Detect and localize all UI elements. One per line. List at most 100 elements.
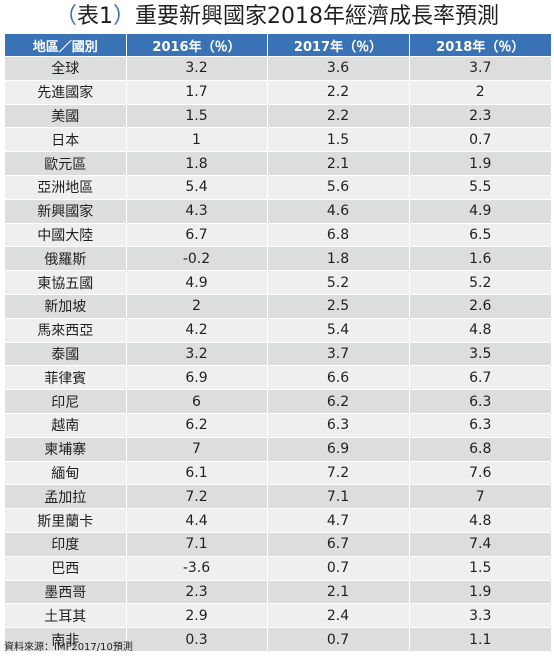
region-cell: 新加坡 bbox=[5, 293, 126, 319]
value-2017-cell: 4.6 bbox=[266, 198, 409, 224]
value-2017-cell: 7.2 bbox=[266, 460, 409, 485]
table-row: 土耳其 2.9 2.4 3.3 bbox=[5, 603, 551, 628]
value-2018-cell: 2 bbox=[408, 79, 551, 105]
region-cell: 美國 bbox=[5, 103, 126, 128]
region-cell: 印度 bbox=[5, 531, 126, 557]
value-2017-cell: 6.3 bbox=[266, 412, 409, 438]
value-2018-cell: 6.3 bbox=[408, 412, 551, 438]
value-2017-cell: 7.1 bbox=[266, 484, 409, 509]
value-2017-cell: 2.5 bbox=[266, 293, 409, 319]
table-row: 斯里蘭卡 4.4 4.7 4.8 bbox=[5, 508, 551, 533]
value-2016-cell: 1.7 bbox=[125, 79, 267, 105]
value-2018-cell: 3.3 bbox=[408, 603, 551, 628]
value-2017-cell: 5.6 bbox=[266, 174, 409, 200]
region-cell: 先進國家 bbox=[5, 79, 126, 105]
value-2016-cell: 4.2 bbox=[125, 317, 267, 343]
value-2016-cell: 1.8 bbox=[125, 151, 267, 176]
value-2016-cell: 6 bbox=[125, 389, 267, 414]
region-cell: 馬來西亞 bbox=[5, 317, 126, 343]
value-2018-cell: 0.7 bbox=[408, 127, 551, 152]
region-cell: 巴西 bbox=[5, 555, 126, 581]
table-row: 泰國 3.2 3.7 3.5 bbox=[5, 341, 551, 366]
value-2017-cell: 2.2 bbox=[266, 79, 409, 105]
region-cell: 新興國家 bbox=[5, 198, 126, 224]
value-2016-cell: 2.3 bbox=[125, 579, 267, 604]
value-2018-cell: 6.8 bbox=[408, 436, 551, 462]
region-cell: 墨西哥 bbox=[5, 579, 126, 604]
value-2016-cell: 3.2 bbox=[125, 341, 267, 366]
value-2018-cell: 5.2 bbox=[408, 270, 551, 295]
value-2018-cell: 2.6 bbox=[408, 293, 551, 319]
table-title: （表1）重要新興國家2018年經濟成長率預測 bbox=[0, 0, 554, 34]
value-2017-cell: 5.2 bbox=[266, 270, 409, 295]
value-2017-cell: 4.7 bbox=[266, 508, 409, 533]
value-2016-cell: 2.9 bbox=[125, 603, 267, 628]
value-2018-cell: 2.3 bbox=[408, 103, 551, 128]
region-cell: 印尼 bbox=[5, 389, 126, 414]
value-2017-cell: 3.7 bbox=[266, 341, 409, 366]
value-2016-cell: 4.3 bbox=[125, 198, 267, 224]
value-2018-cell: 7.4 bbox=[408, 531, 551, 557]
value-2016-cell: 6.9 bbox=[125, 365, 267, 390]
value-2017-cell: 2.2 bbox=[266, 103, 409, 128]
header-2016: 2016年（％） bbox=[125, 34, 267, 57]
value-2018-cell: 6.7 bbox=[408, 365, 551, 390]
table-row: 東協五國 4.9 5.2 5.2 bbox=[5, 270, 551, 295]
title-label: 表1 bbox=[77, 4, 113, 29]
value-2017-cell: 6.2 bbox=[266, 389, 409, 414]
table-row: 印尼 6 6.2 6.3 bbox=[5, 389, 551, 414]
value-2017-cell: 2.1 bbox=[266, 151, 409, 176]
value-2018-cell: 5.5 bbox=[408, 174, 551, 200]
region-cell: 中國大陸 bbox=[5, 222, 126, 247]
value-2016-cell: 7.1 bbox=[125, 531, 267, 557]
region-cell: 亞洲地區 bbox=[5, 174, 126, 200]
table-row: 俄羅斯 -0.2 1.8 1.6 bbox=[5, 246, 551, 271]
region-cell: 越南 bbox=[5, 412, 126, 438]
value-2016-cell: 6.2 bbox=[125, 412, 267, 438]
growth-table: 地區／國別 2016年（％） 2017年（％） 2018年（％） 全球 3.2 3.… bbox=[5, 34, 551, 651]
value-2018-cell: 6.3 bbox=[408, 389, 551, 414]
table-row: 孟加拉 7.2 7.1 7 bbox=[5, 484, 551, 509]
value-2016-cell: 1 bbox=[125, 127, 267, 152]
source-note: 資料來源：IMF2017/10預測 bbox=[4, 642, 133, 653]
value-2016-cell: 3.2 bbox=[125, 56, 267, 81]
region-cell: 日本 bbox=[5, 127, 126, 152]
value-2017-cell: 5.4 bbox=[266, 317, 409, 343]
region-cell: 土耳其 bbox=[5, 603, 126, 628]
value-2018-cell: 3.7 bbox=[408, 56, 551, 81]
value-2017-cell: 6.7 bbox=[266, 531, 409, 557]
value-2017-cell: 2.4 bbox=[266, 603, 409, 628]
value-2016-cell: 2 bbox=[125, 293, 267, 319]
value-2018-cell: 3.5 bbox=[408, 341, 551, 366]
table-row: 菲律賓 6.9 6.6 6.7 bbox=[5, 365, 551, 390]
value-2016-cell: 4.9 bbox=[125, 270, 267, 295]
value-2017-cell: 3.6 bbox=[266, 56, 409, 81]
value-2018-cell: 1.9 bbox=[408, 151, 551, 176]
table-row: 美國 1.5 2.2 2.3 bbox=[5, 103, 551, 128]
value-2017-cell: 1.8 bbox=[266, 246, 409, 271]
region-cell: 斯里蘭卡 bbox=[5, 508, 126, 533]
value-2018-cell: 1.9 bbox=[408, 579, 551, 604]
value-2018-cell: 7 bbox=[408, 484, 551, 509]
table-row: 中國大陸 6.7 6.8 6.5 bbox=[5, 222, 551, 247]
title-open-paren: （ bbox=[54, 4, 77, 29]
value-2016-cell: 7 bbox=[125, 436, 267, 462]
value-2017-cell: 0.7 bbox=[266, 627, 409, 651]
table-row: 新興國家 4.3 4.6 4.9 bbox=[5, 198, 551, 224]
value-2018-cell: 1.6 bbox=[408, 246, 551, 271]
value-2017-cell: 2.1 bbox=[266, 579, 409, 604]
value-2017-cell: 0.7 bbox=[266, 555, 409, 581]
table-row: 巴西 -3.6 0.7 1.5 bbox=[5, 555, 551, 581]
table-row: 墨西哥 2.3 2.1 1.9 bbox=[5, 579, 551, 604]
value-2016-cell: 0.3 bbox=[125, 627, 267, 651]
region-cell: 全球 bbox=[5, 56, 126, 81]
table-row: 緬甸 6.1 7.2 7.6 bbox=[5, 460, 551, 485]
table-row: 馬來西亞 4.2 5.4 4.8 bbox=[5, 317, 551, 343]
value-2018-cell: 4.8 bbox=[408, 317, 551, 343]
value-2017-cell: 6.9 bbox=[266, 436, 409, 462]
table-row: 印度 7.1 6.7 7.4 bbox=[5, 531, 551, 557]
table-body: 全球 3.2 3.6 3.7 先進國家 1.7 2.2 2 美國 1.5 2.2 2.3 日本 1 1.5 0… bbox=[5, 56, 551, 651]
table-row: 越南 6.2 6.3 6.3 bbox=[5, 412, 551, 438]
region-cell: 菲律賓 bbox=[5, 365, 126, 390]
header-2018: 2018年（％） bbox=[408, 34, 551, 57]
